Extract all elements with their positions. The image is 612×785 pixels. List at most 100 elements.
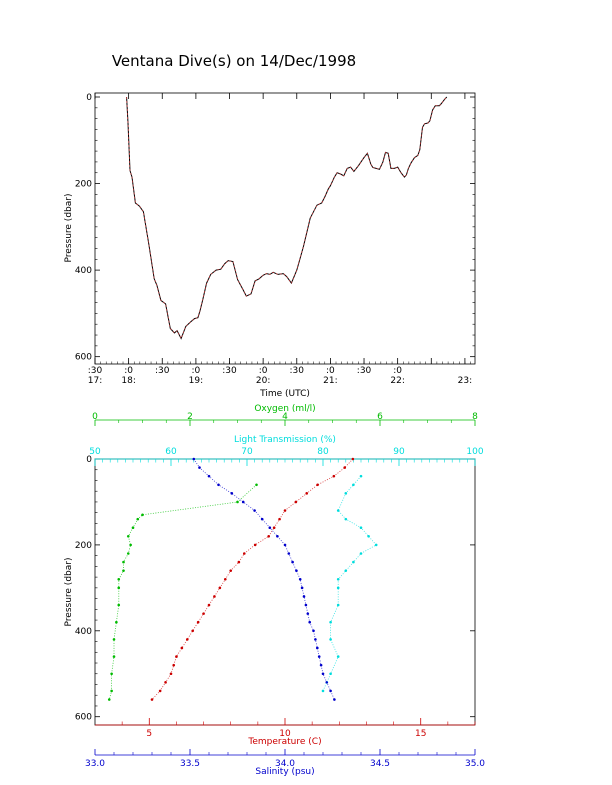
y-tick-label: 400 (75, 266, 92, 276)
oxygen-point (112, 655, 116, 658)
temperature-point (207, 603, 211, 607)
oxygen-tick-label: 4 (282, 412, 288, 422)
x-tick-label-minutes: :0 (393, 366, 402, 376)
light-point (359, 474, 363, 478)
time-series-frame (94, 92, 476, 365)
x-tick-label-minutes: :0 (259, 366, 268, 376)
temperature-point (213, 595, 216, 598)
oxygen-point (110, 672, 113, 676)
light-profile (322, 475, 377, 692)
oxygen-point (112, 638, 116, 641)
oxygen-point (115, 620, 118, 624)
temperature-axis-label: Temperature (C) (247, 737, 321, 747)
time-series-panel: 0200400600:3017::018::30:019::30:020::30… (64, 92, 476, 399)
y-tick-label: 200 (75, 541, 92, 551)
temperature-point (242, 552, 246, 555)
pressure-trace (126, 96, 448, 340)
salinity-point (319, 663, 323, 667)
x-tick-label-minutes: :30 (155, 366, 170, 376)
profile-ticks: 0 200 400 600 0 2 4 6 8 50 60 70 80 90 100 5 10 15 33.0 33.… (75, 412, 485, 769)
x-tick-label-hour: 23: (458, 376, 472, 386)
bottom-pressure-axis-label: Pressure (dbar) (64, 558, 74, 627)
light-point (374, 543, 378, 547)
oxygen-tick-label: 2 (187, 412, 193, 422)
x-tick-label-hour: 18: (121, 376, 135, 386)
y-tick-label: 200 (75, 180, 92, 190)
top-pressure-axis-label: Pressure (dbar) (64, 194, 74, 263)
pressure-trace-overlay (126, 96, 448, 340)
salinity-point (321, 672, 325, 676)
time-axis-label: Time (UTC) (259, 389, 310, 399)
light-tick-label: 70 (241, 447, 253, 457)
light-tick-label: 60 (165, 447, 177, 457)
salinity-axis-label: Salinity (psu) (255, 767, 314, 777)
oxygen-tick-label: 0 (92, 412, 98, 422)
oxygen-axis-label: Oxygen (ml/l) (254, 404, 315, 414)
salinity-point (316, 646, 319, 650)
oxygen-point (255, 483, 258, 487)
temperature-profile (151, 458, 354, 700)
oxygen-tick-label: 6 (377, 412, 383, 422)
oxygen-point (129, 543, 132, 547)
salinity-point (306, 612, 310, 615)
profile-panel: 0 200 400 600 0 2 4 6 8 50 60 70 80 90 100 5 10 15 33.0 33.… (64, 404, 485, 777)
temperature-tick-label: 10 (279, 729, 291, 739)
y-tick-label: 0 (86, 455, 92, 465)
light-axis-label: Light Transmission (%) (234, 435, 336, 445)
x-tick-label-minutes: :0 (326, 366, 335, 376)
profile-frame (94, 458, 476, 726)
salinity-point (312, 629, 315, 633)
salinity-tick-label: 33.5 (180, 759, 200, 769)
oxygen-point (122, 569, 125, 572)
x-tick-label-minutes: :30 (222, 366, 237, 376)
light-point (336, 603, 340, 607)
y-tick-label: 0 (86, 93, 92, 103)
salinity-tick-label: 34.5 (370, 759, 390, 769)
profile-points (107, 457, 378, 701)
oxygen-profile (108, 484, 257, 700)
salinity-point (241, 500, 245, 504)
light-tick-label: 100 (466, 447, 483, 457)
light-tick-label: 80 (317, 447, 329, 457)
x-tick-label-minutes: :30 (357, 366, 372, 376)
light-point (329, 620, 332, 624)
x-tick-label-minutes: :30 (290, 366, 305, 376)
temperature-tick-label: 5 (146, 729, 152, 739)
oxygen-point (117, 586, 121, 590)
oxygen-point (117, 577, 121, 581)
salinity-point (317, 655, 321, 658)
x-tick-label-minutes: :0 (124, 366, 133, 376)
oxygen-point (117, 603, 121, 607)
temperature-point (172, 663, 176, 667)
salinity-point (302, 595, 306, 598)
salinity-point (283, 543, 287, 547)
light-tick-label: 90 (393, 447, 405, 457)
figure-title: Ventana Dive(s) on 14/Dec/1998 (112, 52, 356, 70)
time-series-ticks: 0200400600:3017::018::30:019::30:020::30… (75, 93, 475, 386)
salinity-tick-label: 33.0 (85, 759, 105, 769)
light-point (359, 552, 363, 555)
temperature-tick-label: 15 (415, 729, 426, 739)
oxygen-point (107, 698, 111, 701)
y-tick-label: 600 (75, 713, 92, 723)
salinity-tick-label: 35.0 (465, 759, 485, 769)
x-tick-label-hour: 17: (88, 376, 102, 386)
light-tick-label: 50 (89, 447, 101, 457)
temperature-point (267, 535, 271, 538)
light-point (352, 560, 355, 564)
x-tick-label-minutes: :0 (192, 366, 201, 376)
y-tick-label: 400 (75, 627, 92, 637)
y-tick-label: 600 (75, 353, 92, 363)
x-tick-label-hour: 21: (323, 376, 337, 386)
oxygen-tick-label: 8 (472, 412, 478, 422)
salinity-tick-label: 34.0 (275, 759, 295, 769)
x-tick-label-hour: 20: (256, 376, 270, 386)
oxygen-point (141, 513, 144, 517)
temperature-point (175, 655, 178, 658)
x-tick-label-minutes: :30 (88, 366, 103, 376)
light-point (336, 586, 340, 590)
salinity-profile (193, 458, 335, 700)
temperature-point (150, 698, 154, 701)
x-tick-label-hour: 19: (189, 376, 203, 386)
